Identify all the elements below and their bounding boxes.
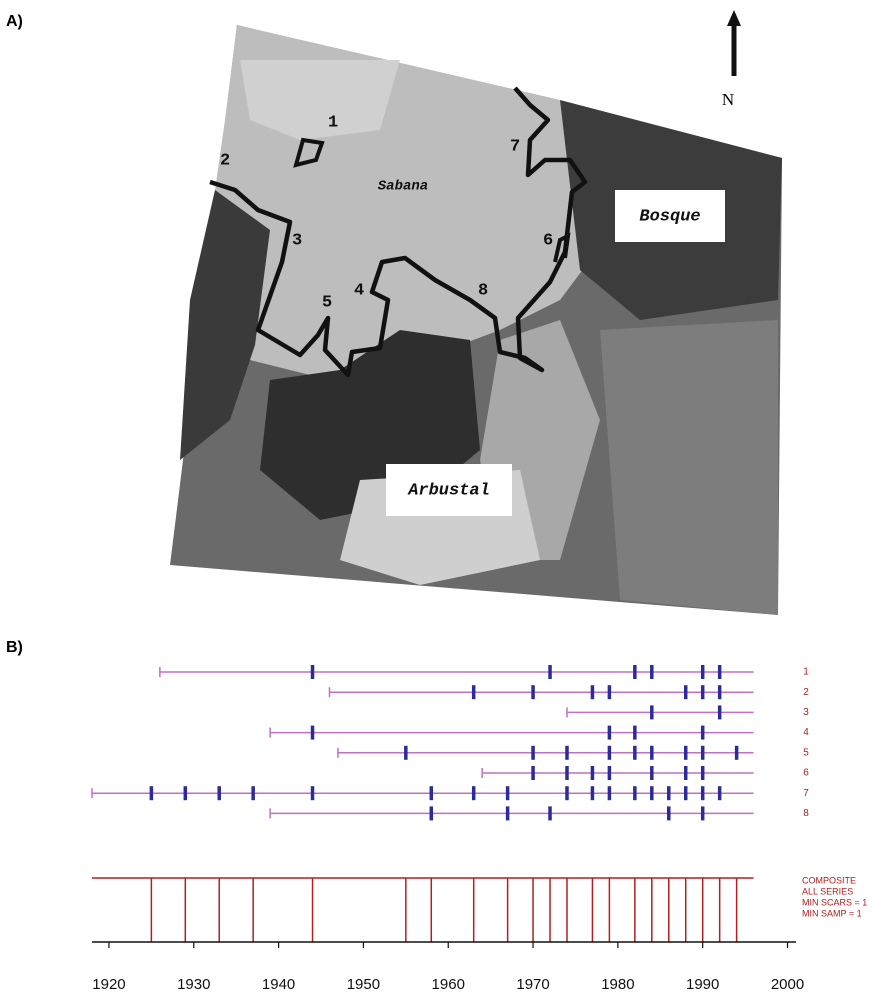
- figure: A) Sabana Bosque Arbustal 1 2 3 4 5 6 7 …: [0, 0, 894, 999]
- series-label: 1: [803, 667, 809, 678]
- x-tick-label: 1930: [177, 976, 210, 993]
- x-tick-label: 1980: [601, 976, 634, 993]
- series-label: 4: [803, 727, 809, 738]
- x-tick-label: 1950: [347, 976, 380, 993]
- x-tick-label: 1970: [516, 976, 549, 993]
- composite-label: MIN SCARS = 1: [802, 897, 867, 907]
- x-tick-label: 1990: [686, 976, 719, 993]
- zone-label: Bosque: [639, 207, 700, 226]
- site-label: 1: [328, 113, 338, 132]
- panel-label: A): [6, 13, 23, 30]
- arrow-head: [727, 10, 741, 26]
- site-label: 7: [510, 137, 520, 156]
- site-label: 4: [354, 281, 364, 300]
- series-label: 6: [803, 768, 809, 779]
- composite-label: ALL SERIES: [802, 886, 853, 896]
- zone-label: Arbustal: [407, 481, 490, 500]
- series-label: 3: [803, 707, 809, 718]
- site-label: 3: [292, 231, 302, 250]
- composite-label: MIN SAMP = 1: [802, 908, 862, 918]
- series-label: 8: [803, 808, 809, 819]
- site-label: 5: [322, 293, 332, 312]
- site-label: 8: [478, 281, 488, 300]
- site-label: 2: [220, 151, 230, 170]
- panel-label: B): [6, 639, 23, 656]
- x-tick-label: 1940: [262, 976, 295, 993]
- series-label: 5: [803, 747, 809, 758]
- map: Sabana Bosque Arbustal 1 2 3 4 5 6 7 8: [170, 25, 782, 615]
- shrub-area: [600, 320, 778, 615]
- series-label: 2: [803, 687, 809, 698]
- north-label: N: [722, 90, 734, 109]
- x-tick-label: 2000: [771, 976, 804, 993]
- north-arrow: N: [722, 10, 741, 109]
- site-label: 6: [543, 231, 553, 250]
- series-label: 7: [803, 788, 809, 799]
- zone-label: Sabana: [378, 179, 428, 195]
- x-tick-label: 1920: [92, 976, 125, 993]
- x-tick-label: 1960: [432, 976, 465, 993]
- composite-label: COMPOSITE: [802, 875, 856, 885]
